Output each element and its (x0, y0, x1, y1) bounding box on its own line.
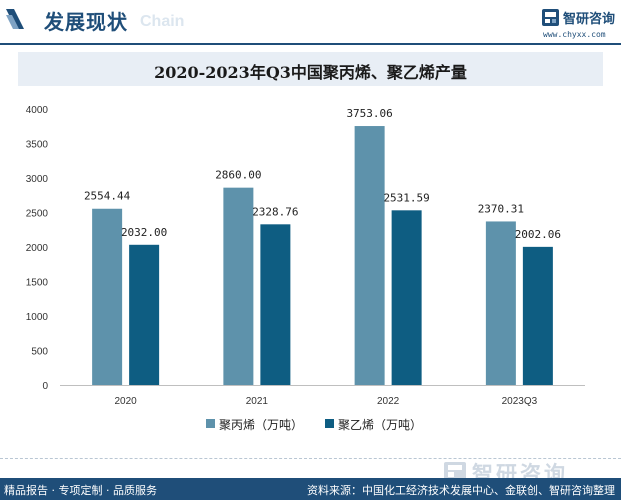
data-label: 3753.06 (346, 107, 392, 120)
x-tick-label: 2022 (377, 396, 400, 407)
data-label: 2531.59 (383, 191, 429, 204)
y-tick-label: 1000 (26, 312, 49, 323)
brand-url: www.chyxx.com (543, 30, 606, 39)
bar-polypropylene (485, 221, 516, 385)
footer-source: 资料来源：中国化工经济技术发展中心、金联创、智研咨询整理 (307, 484, 615, 497)
bar-polyethylene (129, 244, 160, 385)
chart-legend: 聚丙烯（万吨） 聚乙烯（万吨） (0, 416, 621, 432)
header-accent-icon (6, 9, 24, 29)
footer-band: 精品报告 · 专项定制 · 品质服务 资料来源：中国化工经济技术发展中心、金联创… (0, 478, 621, 500)
footer-watermark-logo-icon (444, 462, 466, 480)
x-tick-label: 2023Q3 (502, 396, 538, 407)
data-label: 2002.06 (515, 228, 561, 241)
legend-swatch-polyethylene (325, 419, 334, 428)
header-divider (0, 43, 621, 45)
section-title: 发展现状 (44, 10, 128, 34)
y-tick-label: 2000 (26, 243, 49, 254)
legend-label-polypropylene: 聚丙烯（万吨） (219, 418, 304, 432)
bar-chart: 0 500 1000 1500 2000 2500 3000 3500 4000 2554.44 2… (26, 105, 585, 407)
x-tick-label: 2021 (246, 396, 269, 407)
y-tick-label: 2500 (26, 209, 49, 220)
data-label: 2328.76 (252, 205, 298, 218)
footer-services: 精品报告 · 专项定制 · 品质服务 (4, 484, 157, 497)
y-tick-label: 4000 (26, 105, 49, 116)
brand-name: 智研咨询 (563, 12, 616, 27)
chart-title: 2020-2023年Q3中国聚丙烯、聚乙烯产量 (154, 63, 467, 82)
data-label: 2370.31 (478, 202, 524, 215)
footer-divider (0, 458, 621, 459)
bar-polyethylene (260, 224, 291, 385)
data-label: 2554.44 (84, 190, 131, 203)
chart-title-band: 2020-2023年Q3中国聚丙烯、聚乙烯产量 (18, 52, 603, 86)
y-tick-label: 3000 (26, 174, 49, 185)
y-tick-label: 1500 (26, 278, 49, 289)
bar-polyethylene (522, 246, 553, 385)
data-label: 2032.00 (121, 226, 167, 239)
data-label: 2860.00 (215, 169, 261, 182)
brand-logo-icon (542, 9, 559, 26)
bar-polypropylene (92, 208, 123, 385)
bar-polypropylene (223, 187, 254, 385)
page-header: 发展现状 Chain 智研咨询 www.chyxx.com (0, 0, 621, 40)
y-tick-label: 3500 (26, 140, 49, 151)
bar-polyethylene (391, 210, 422, 385)
legend-swatch-polypropylene (206, 419, 215, 428)
y-tick-label: 500 (31, 347, 48, 358)
legend-label-polyethylene: 聚乙烯（万吨） (338, 418, 423, 432)
bar-polypropylene (354, 126, 385, 385)
header-watermark-word: Chain (140, 13, 185, 30)
y-tick-label: 0 (42, 381, 48, 392)
x-tick-label: 2020 (115, 396, 138, 407)
